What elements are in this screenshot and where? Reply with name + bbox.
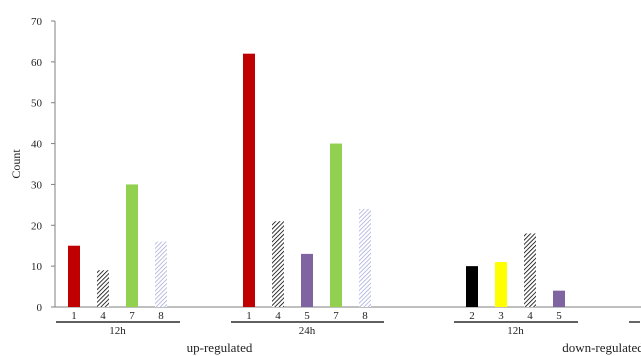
axes: 0 10 20 30 40 50 60 70 Count	[9, 16, 641, 314]
y-axis-title: Count	[9, 149, 23, 179]
y-tick-label: 20	[31, 220, 43, 232]
time-group-label: 12h	[507, 325, 524, 337]
bar-up-regulated-12h-8	[155, 241, 167, 307]
time-group-label: 12h	[109, 325, 126, 337]
category-tick-label: 2	[469, 310, 475, 322]
bars	[68, 53, 565, 307]
bar-up-regulated-24h-7	[330, 143, 342, 307]
category-tick-label: 8	[158, 310, 164, 322]
y-tick-label: 70	[31, 16, 43, 28]
category-tick-label: 1	[246, 310, 252, 322]
bar-down-regulated-12h-2	[466, 266, 478, 307]
bar-up-regulated-24h-1	[243, 53, 255, 307]
bar-up-regulated-24h-5	[301, 253, 313, 307]
regulation-label: down-regulated	[562, 340, 641, 355]
bar-up-regulated-12h-7	[126, 184, 138, 307]
category-tick-label: 1	[71, 310, 77, 322]
bar-up-regulated-12h-1	[68, 245, 80, 307]
y-tick-label: 40	[31, 139, 43, 151]
bar-up-regulated-24h-8	[359, 208, 371, 307]
category-tick-label: 8	[362, 310, 368, 322]
category-tick-label: 3	[498, 310, 504, 322]
category-tick-label: 7	[129, 310, 135, 322]
category-tick-label: 4	[100, 310, 106, 322]
y-tick-label: 50	[31, 98, 43, 110]
category-tick-label: 7	[333, 310, 339, 322]
bar-down-regulated-12h-3	[495, 262, 507, 307]
bar-down-regulated-12h-5	[553, 290, 565, 307]
y-tick-label: 30	[31, 179, 43, 191]
category-tick-label: 5	[304, 310, 310, 322]
category-tick-label: 4	[275, 310, 281, 322]
bar-up-regulated-12h-4	[97, 270, 109, 307]
category-tick-label: 5	[556, 310, 562, 322]
bar-down-regulated-12h-4	[524, 233, 536, 307]
regulation-label: up-regulated	[187, 340, 253, 355]
bar-up-regulated-24h-4	[272, 221, 284, 307]
labels: 147812h1457824h234512h245624hup-regulate…	[56, 310, 641, 355]
category-tick-label: 4	[527, 310, 533, 322]
time-group-label: 24h	[299, 325, 316, 337]
y-tick-label: 10	[31, 261, 43, 273]
y-tick-label: 60	[31, 57, 43, 69]
y-tick-label: 0	[37, 302, 43, 314]
